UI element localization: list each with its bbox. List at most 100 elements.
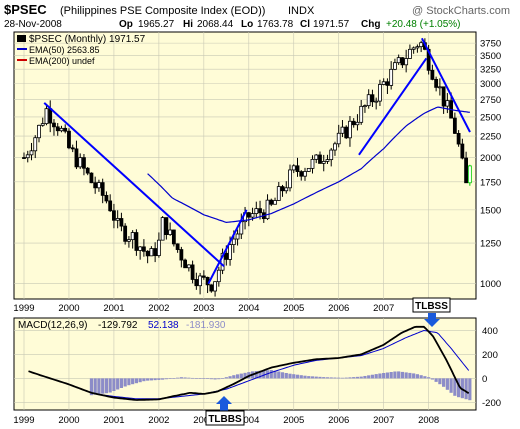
macd-histogram-bar [217, 378, 221, 380]
macd-histogram-bar [243, 372, 247, 379]
price-x-tick-label: 1999 [13, 303, 34, 314]
macd-x-tick-label: 1999 [13, 415, 34, 426]
ema50-line [147, 106, 470, 224]
legend-swatch-series [17, 35, 26, 42]
macd-histogram-bar [157, 378, 161, 380]
price-candle-body [445, 100, 450, 107]
macd-histogram-bar [389, 372, 393, 379]
price-candle-body [314, 154, 319, 160]
price-candle-body [378, 84, 382, 102]
macd-histogram-bar [108, 378, 112, 393]
macd-histogram-bar [318, 376, 322, 379]
tlbss-annotation: TLBSS [412, 297, 451, 327]
macd-axis-labels: -200 0 200 400 [482, 326, 501, 409]
legend-ema200: EMA(200) undef [29, 56, 95, 66]
price-candle-body [310, 158, 315, 169]
macd-x-tick-label: 2007 [373, 415, 394, 426]
macd-histogram-bar [176, 377, 180, 379]
price-candle-body [220, 252, 225, 271]
macd-histogram-bar [116, 378, 120, 390]
macd-histogram-bar [112, 378, 116, 391]
price-panel [13, 31, 477, 300]
macd-histogram-bar [190, 377, 195, 379]
price-candle-body [156, 239, 161, 257]
price-candle-body [460, 143, 465, 159]
price-candle-body [179, 249, 184, 261]
macd-histogram-bar [284, 373, 288, 379]
price-candle-body [408, 48, 412, 59]
macd-histogram-bar [427, 377, 431, 379]
high-label: Hi [183, 19, 193, 30]
price-candle-body [183, 259, 188, 269]
price-candle-body [100, 182, 105, 196]
price-candle-body [104, 194, 109, 202]
price-x-tick-label: 2007 [373, 303, 394, 314]
macd-tick-label: 200 [482, 350, 498, 361]
price-candle-body [385, 81, 390, 86]
price-candle-body [160, 217, 165, 241]
macd-histogram-bar [232, 375, 236, 379]
price-candle-body [419, 42, 424, 48]
macd-histogram-bar [269, 370, 273, 379]
price-candle-body [303, 171, 307, 177]
chart-symbol: $PSEC [4, 2, 47, 17]
price-candles [22, 38, 472, 297]
macd-histogram-bar [314, 376, 318, 379]
price-x-tick-label: 2002 [148, 303, 169, 314]
price-candle-body [355, 121, 360, 126]
price-candle-body [123, 225, 128, 242]
macd-histogram-bar [363, 375, 367, 379]
macd-x-tick-label: 2003 [193, 415, 214, 426]
price-candle-body [389, 68, 394, 86]
trendline [421, 37, 471, 133]
price-candle-body [393, 62, 397, 70]
price-candle-body [404, 58, 409, 66]
price-candle-body [299, 171, 304, 177]
price-candle-body [213, 281, 217, 292]
price-candle-body [93, 182, 98, 189]
macd-histogram-bar [385, 372, 390, 379]
price-candle-body [396, 57, 401, 64]
price-candle-body [415, 46, 420, 49]
macd-histogram-bar [352, 377, 356, 379]
price-candle-body [288, 169, 292, 189]
price-candle-body [269, 199, 274, 205]
macd-histogram-bar [333, 377, 337, 379]
low-value: 1763.78 [257, 19, 294, 30]
macd-histogram-bar [224, 377, 228, 379]
price-candle-body [29, 150, 34, 156]
price-candle-body [164, 217, 169, 235]
trendline [43, 102, 225, 268]
macd-value-3: -181.930 [186, 320, 226, 331]
price-tick-label: 2500 [480, 112, 501, 123]
macd-histogram-bar [423, 376, 427, 379]
macd-histogram-bar [262, 370, 266, 379]
price-candle-body [134, 232, 139, 251]
price-candle-body [74, 148, 79, 168]
macd-histogram-bar [449, 378, 453, 393]
macd-histogram-bar [97, 378, 101, 395]
price-candle-body [351, 120, 356, 126]
macd-histogram-bar [235, 374, 240, 379]
price-candle-body [441, 86, 446, 107]
macd-x-tick-label: 2008 [418, 415, 439, 426]
price-candle-body [141, 246, 146, 252]
price-candle-body [235, 233, 240, 240]
macd-histogram-bar [280, 372, 285, 379]
macd-value-2: 52.138 [148, 320, 179, 331]
price-candle-body [85, 167, 90, 174]
macd-histogram-bar [101, 378, 105, 394]
macd-histogram-bar [273, 370, 277, 379]
price-candle-body [112, 210, 116, 221]
macd-histogram-bar [453, 378, 457, 396]
price-candle-body [48, 108, 53, 124]
macd-histogram-bar [370, 374, 375, 379]
macd-histogram-bar [149, 378, 153, 381]
price-candle-body [52, 122, 56, 128]
price-candle-body [97, 182, 101, 189]
macd-histogram-bar [340, 377, 345, 379]
macd-histogram-bar [378, 373, 382, 379]
macd-histogram-bar [168, 378, 172, 379]
price-candle-body [340, 126, 345, 134]
price-candle-body [452, 117, 457, 134]
